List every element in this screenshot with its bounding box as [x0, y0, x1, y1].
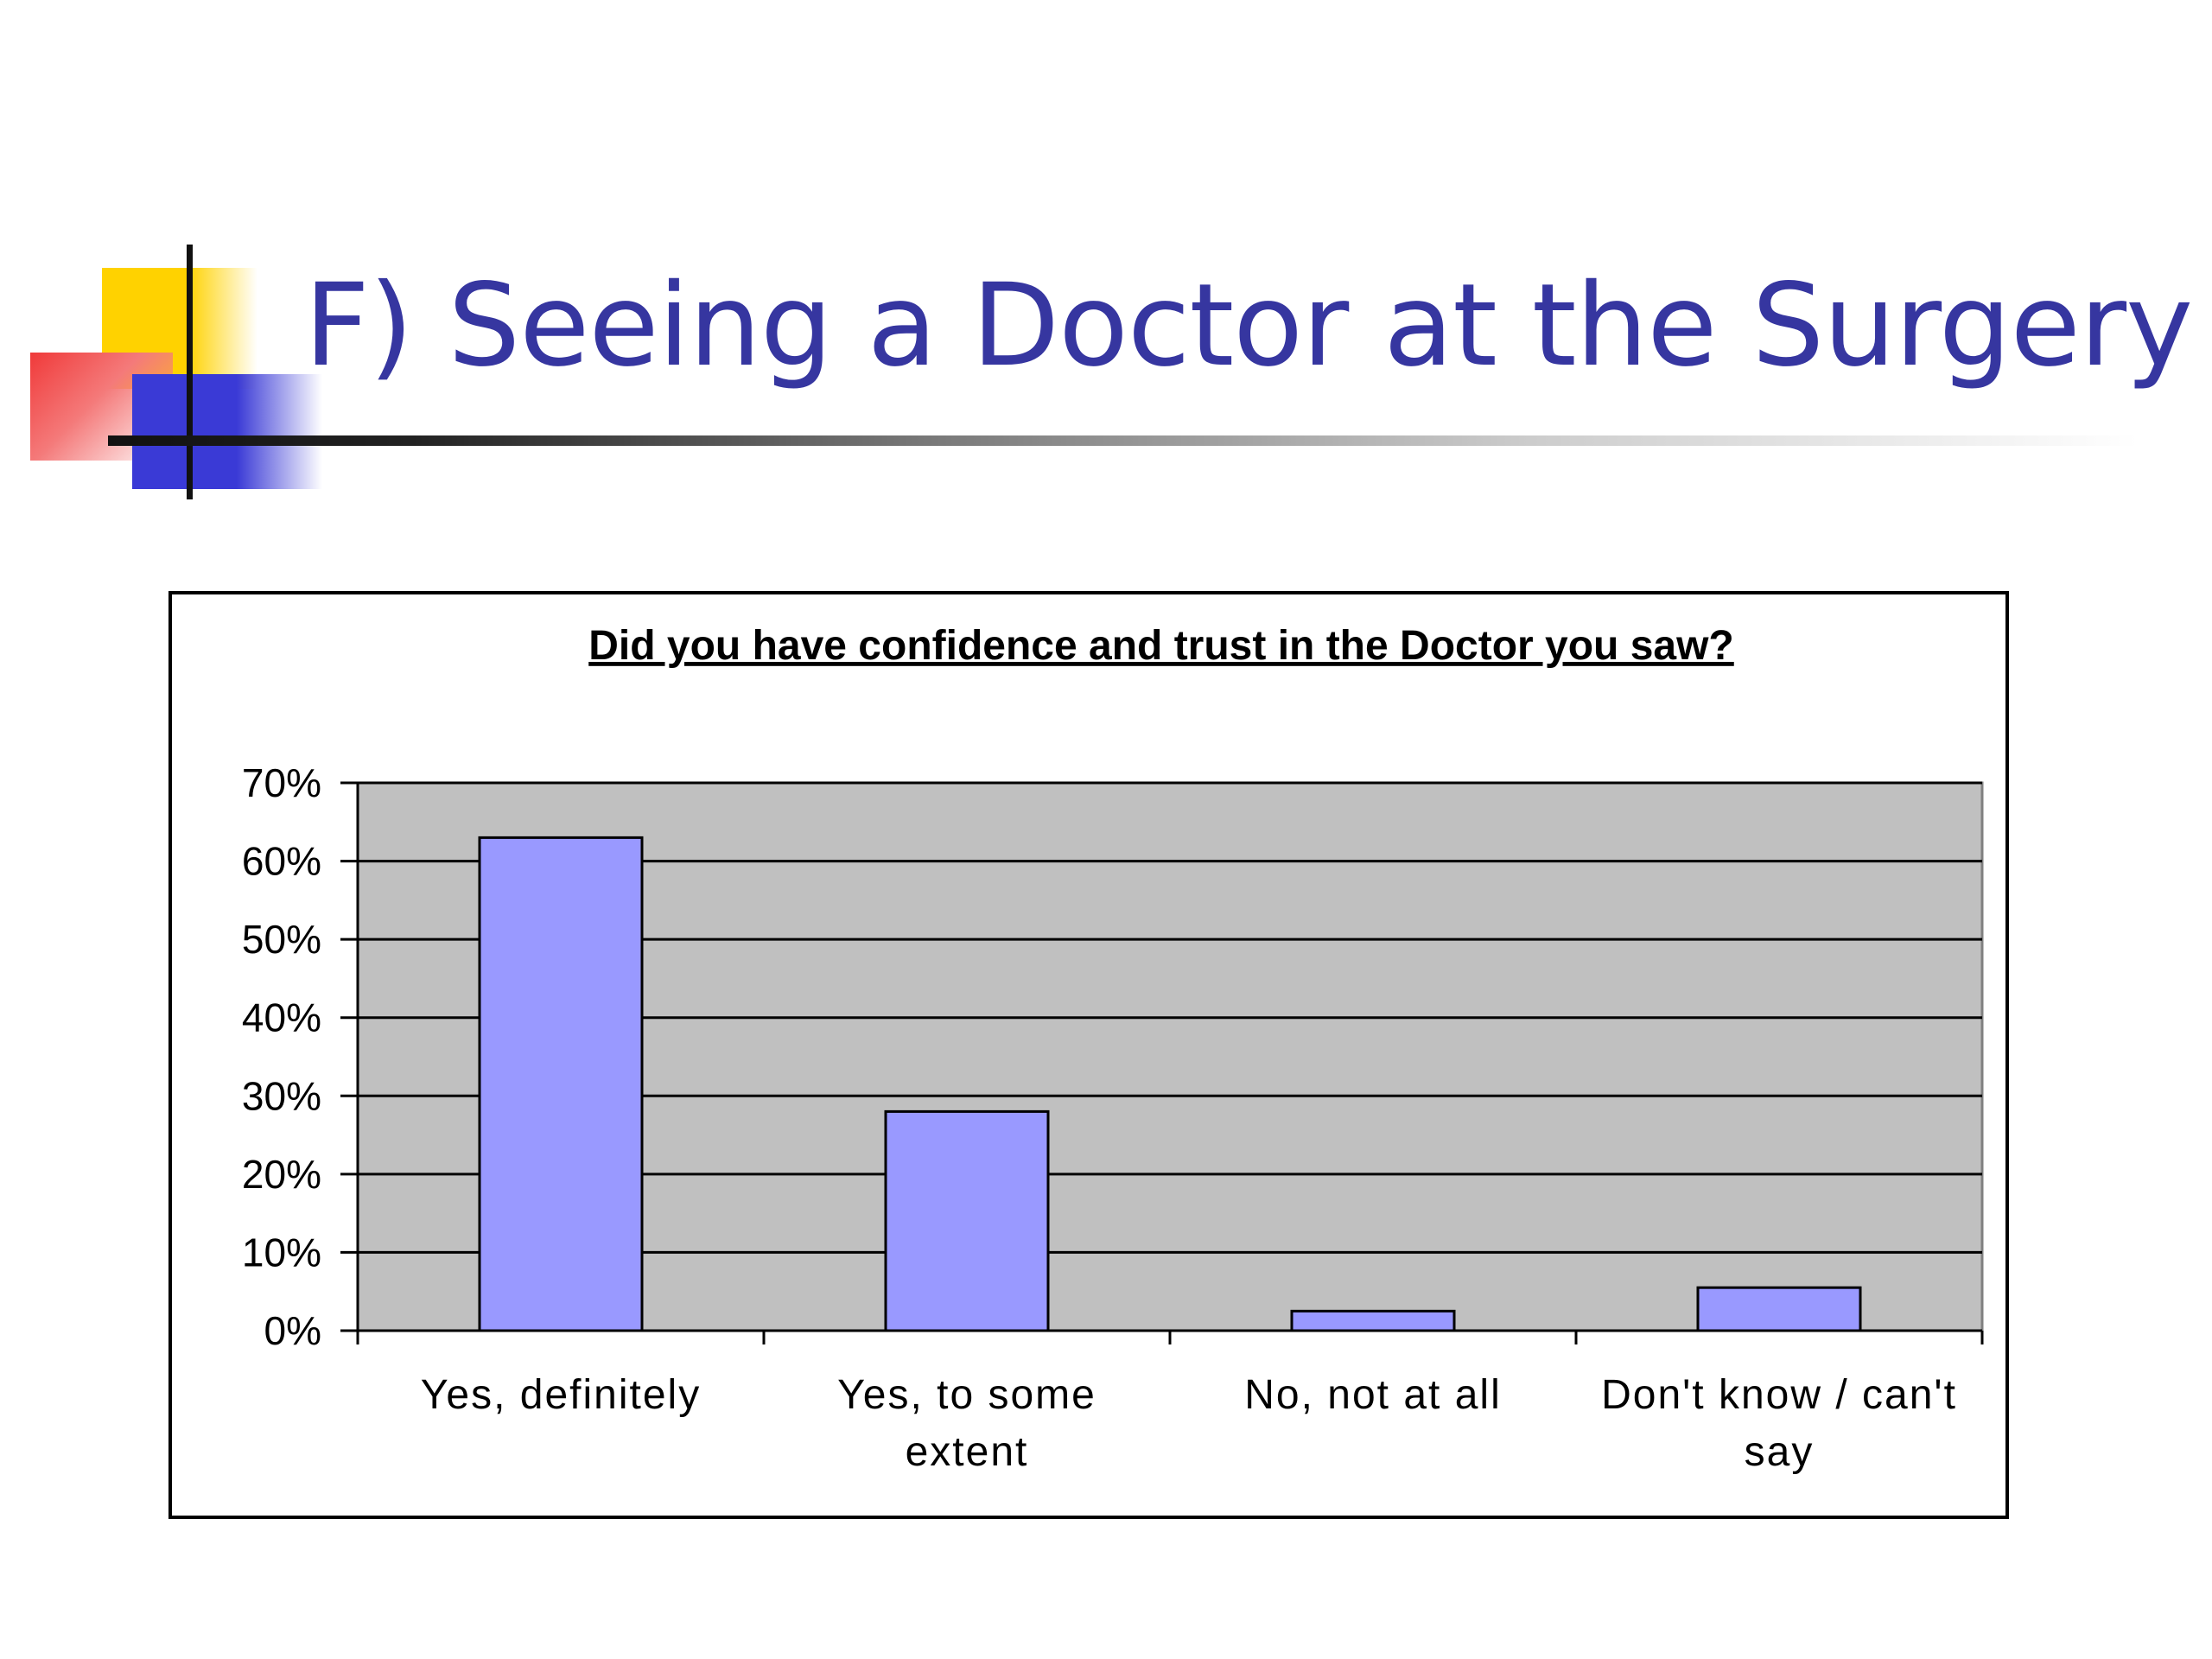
bar — [1290, 1309, 1456, 1332]
y-tick-label: 70% — [242, 760, 321, 805]
y-tick-label: 60% — [242, 839, 321, 884]
y-tick-label: 50% — [242, 917, 321, 962]
y-tick-label: 30% — [242, 1073, 321, 1118]
bar — [478, 836, 644, 1332]
y-tick-label: 0% — [264, 1308, 321, 1353]
y-tick-label: 10% — [242, 1230, 321, 1274]
y-tick-label: 20% — [242, 1152, 321, 1197]
bar — [884, 1109, 1050, 1332]
x-category-label: Yes, definitely — [421, 1372, 701, 1418]
bar — [1696, 1286, 1862, 1332]
x-category-label: No, not at all — [1244, 1372, 1501, 1418]
x-category-label: extent — [906, 1429, 1029, 1475]
x-category-label: Yes, to some — [837, 1372, 1096, 1418]
chart-frame: Did you have confidence and trust in the… — [168, 591, 2009, 1519]
x-category-label: Don't know / can't — [1601, 1372, 1957, 1418]
x-category-label: say — [1745, 1429, 1815, 1475]
decorative-blue-square — [132, 374, 322, 489]
y-tick-label: 40% — [242, 995, 321, 1040]
decorative-vertical-line — [187, 245, 193, 499]
bar-chart: Did you have confidence and trust in the… — [242, 623, 1984, 1475]
slide-title: F) Seeing a Doctor at the Surgery — [304, 259, 2193, 392]
chart-title: Did you have confidence and trust in the… — [588, 623, 1734, 669]
title-underline-rule — [108, 435, 2139, 446]
